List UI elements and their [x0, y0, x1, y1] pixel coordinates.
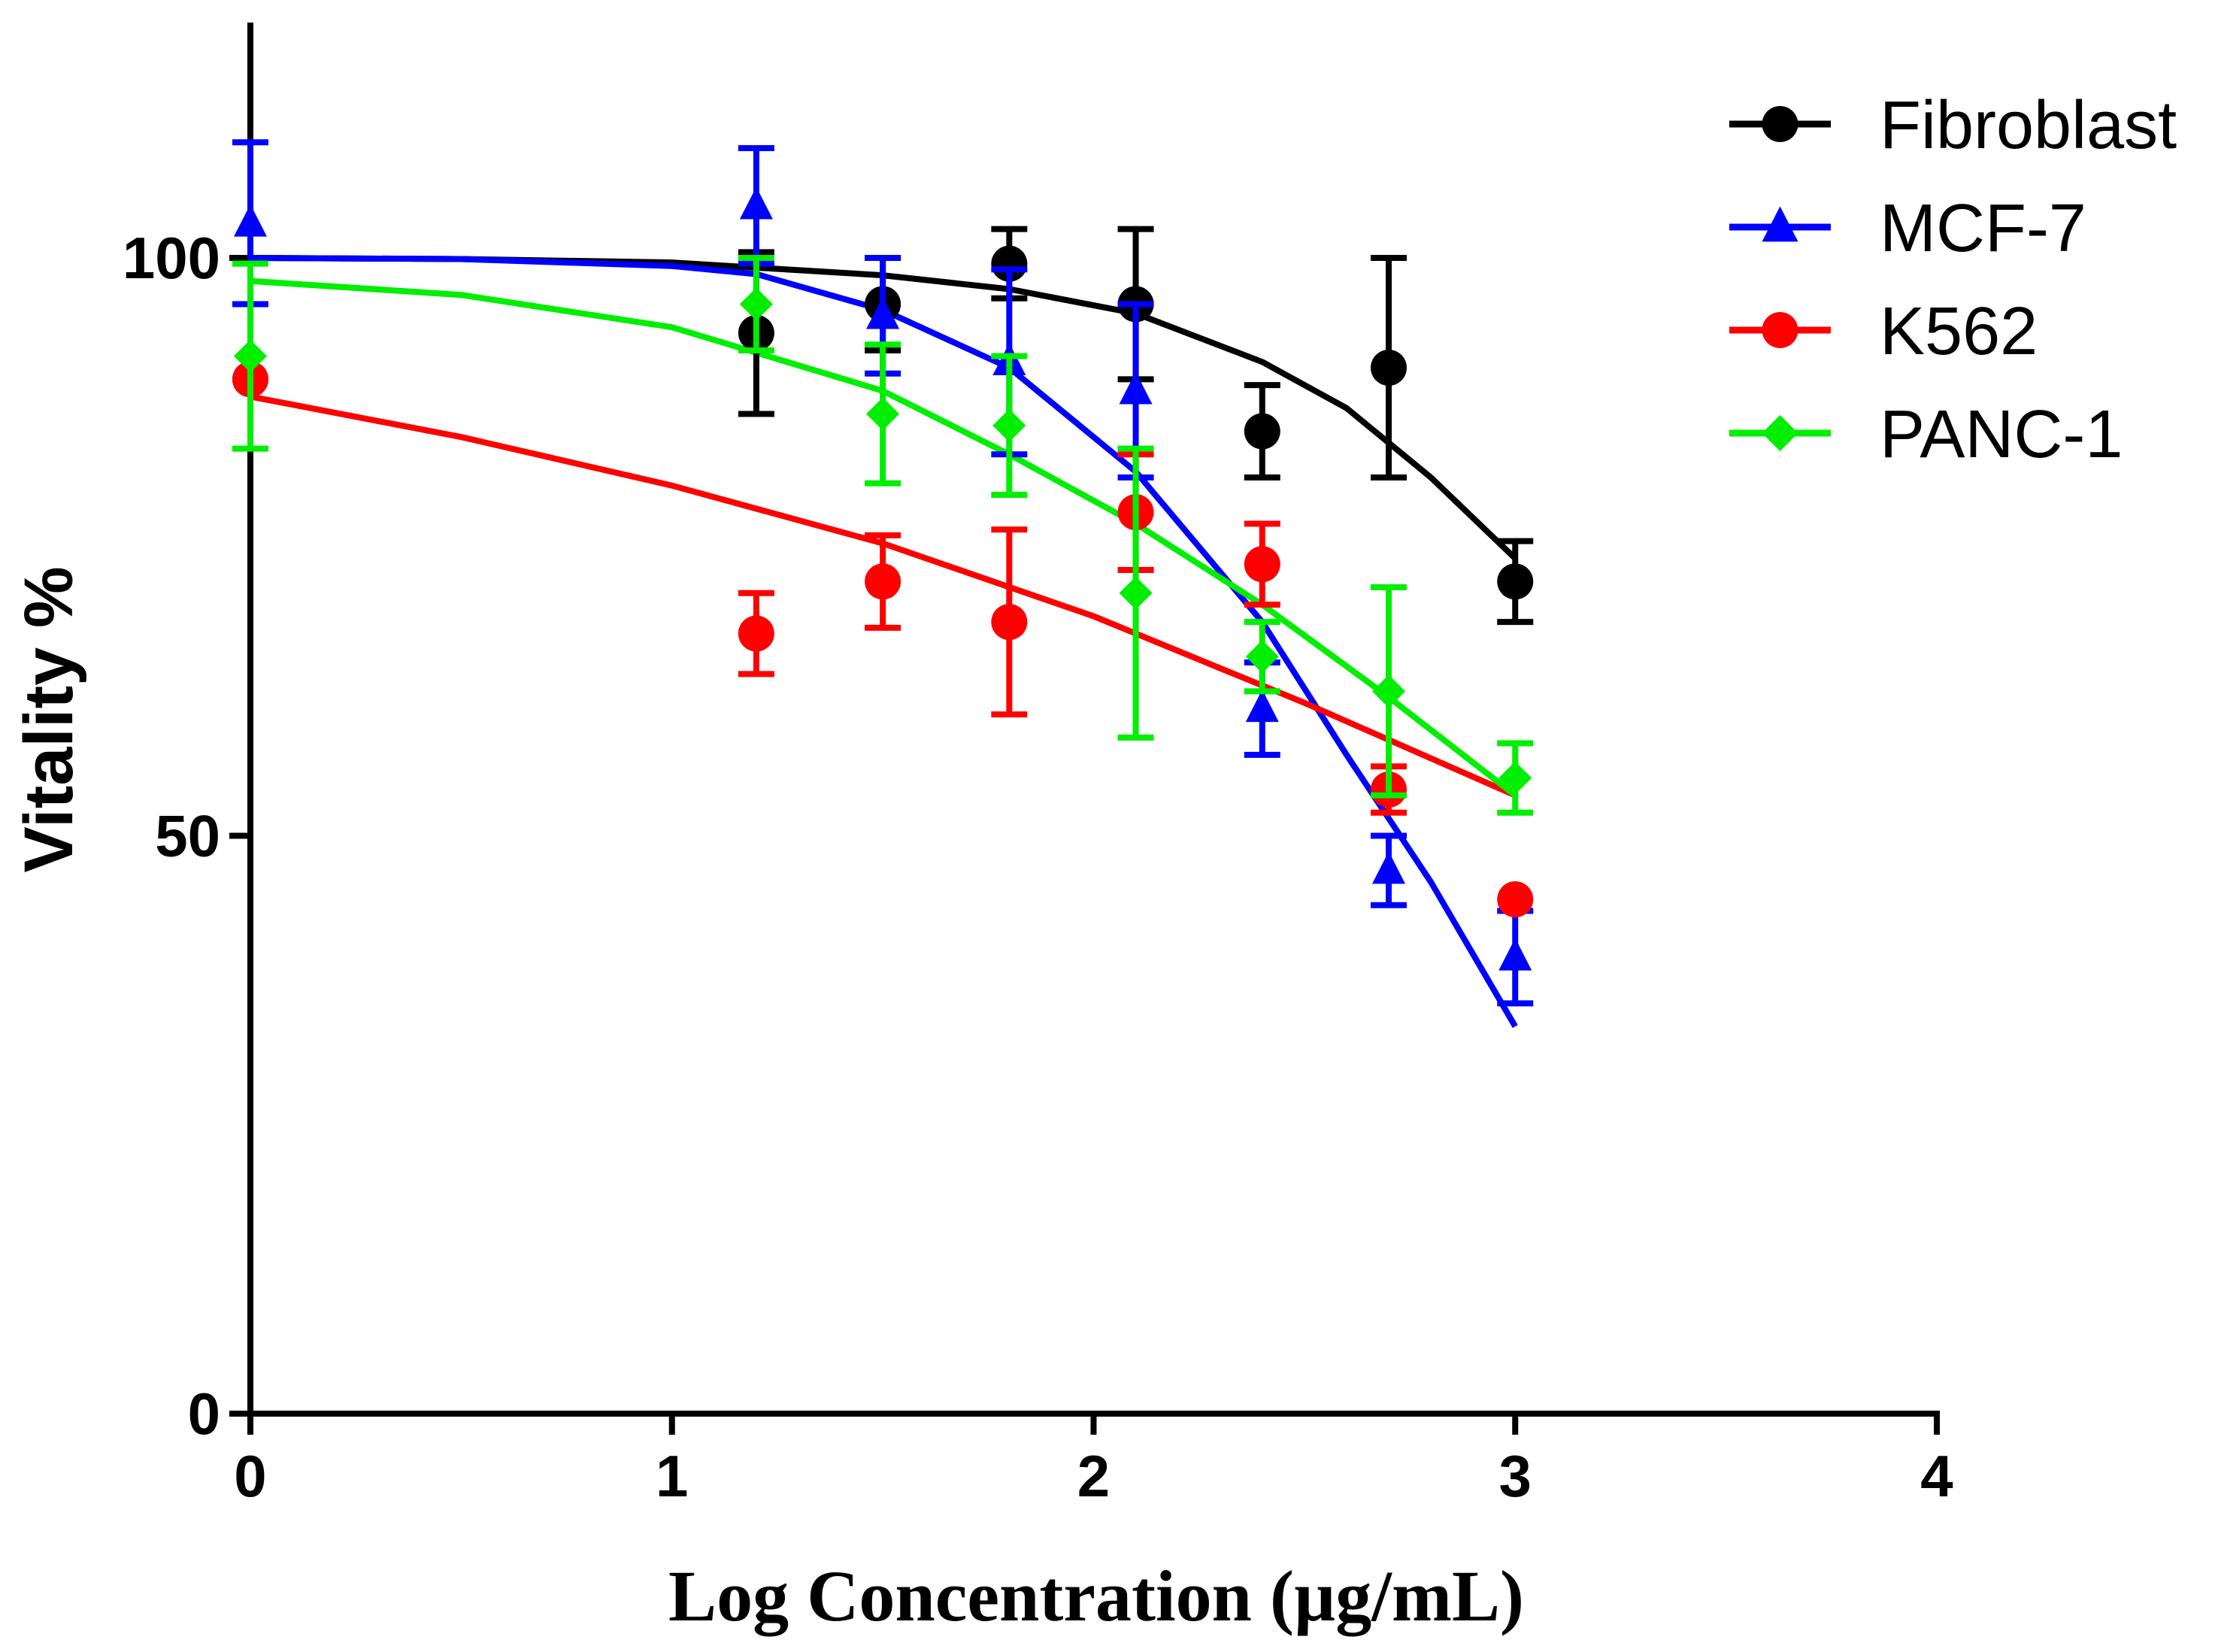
- legend-marker-fibroblast: [1762, 106, 1798, 142]
- legend-label-fibroblast: Fibroblast: [1880, 88, 2177, 163]
- legend-marker-panc-1: [1762, 415, 1798, 451]
- data-point-panc-1: [234, 339, 267, 373]
- data-point-k562: [1244, 546, 1280, 583]
- legend: Fibroblast MCF-7 K562 PANC-1: [1729, 88, 2177, 472]
- data-point-panc-1: [1245, 640, 1279, 674]
- data-point-k562: [1497, 881, 1534, 918]
- data-point-panc-1: [1119, 576, 1153, 610]
- data-point-fibroblast: [991, 245, 1028, 282]
- data-point-mcf-7: [866, 296, 900, 329]
- x-tick-label: 2: [1077, 1443, 1110, 1509]
- x-tick-label: 1: [656, 1443, 688, 1509]
- legend-marker-mcf-7: [1762, 206, 1798, 242]
- x-tick-label: 0: [234, 1443, 266, 1509]
- data-point-fibroblast: [1244, 413, 1280, 450]
- x-axis-label: Log Concentration (µg/mL): [668, 1556, 1524, 1636]
- data-point-k562: [865, 563, 901, 600]
- axes: 0 50 100 0 1 2 3 4: [123, 23, 1953, 1509]
- data-points: [232, 139, 1534, 1007]
- data-point-mcf-7: [1119, 371, 1153, 405]
- data-point-fibroblast: [1371, 350, 1407, 386]
- x-tick-label: 4: [1920, 1443, 1953, 1509]
- data-point-mcf-7: [1245, 690, 1279, 723]
- data-point-mcf-7: [739, 186, 773, 220]
- data-point-panc-1: [739, 287, 773, 321]
- x-tick-label: 3: [1499, 1443, 1532, 1509]
- data-point-mcf-7: [1498, 938, 1532, 971]
- data-point-fibroblast: [1497, 563, 1534, 600]
- legend-marker-k562: [1762, 312, 1798, 348]
- legend-label-k562: K562: [1880, 294, 2038, 369]
- y-tick-label: 0: [188, 1381, 220, 1447]
- data-point-panc-1: [992, 408, 1026, 442]
- data-point-mcf-7: [234, 204, 267, 237]
- y-tick-label: 100: [123, 225, 220, 291]
- data-point-panc-1: [1372, 674, 1406, 708]
- y-axis-label: Vitality %: [11, 566, 87, 872]
- data-point-k562: [991, 604, 1028, 641]
- legend-label-mcf-7: MCF-7: [1880, 191, 2086, 266]
- legend-label-panc-1: PANC-1: [1880, 397, 2123, 472]
- data-point-panc-1: [866, 397, 900, 431]
- y-tick-label: 50: [155, 803, 220, 869]
- data-point-k562: [738, 615, 774, 652]
- data-point-panc-1: [1498, 761, 1532, 795]
- data-point-mcf-7: [1372, 851, 1406, 884]
